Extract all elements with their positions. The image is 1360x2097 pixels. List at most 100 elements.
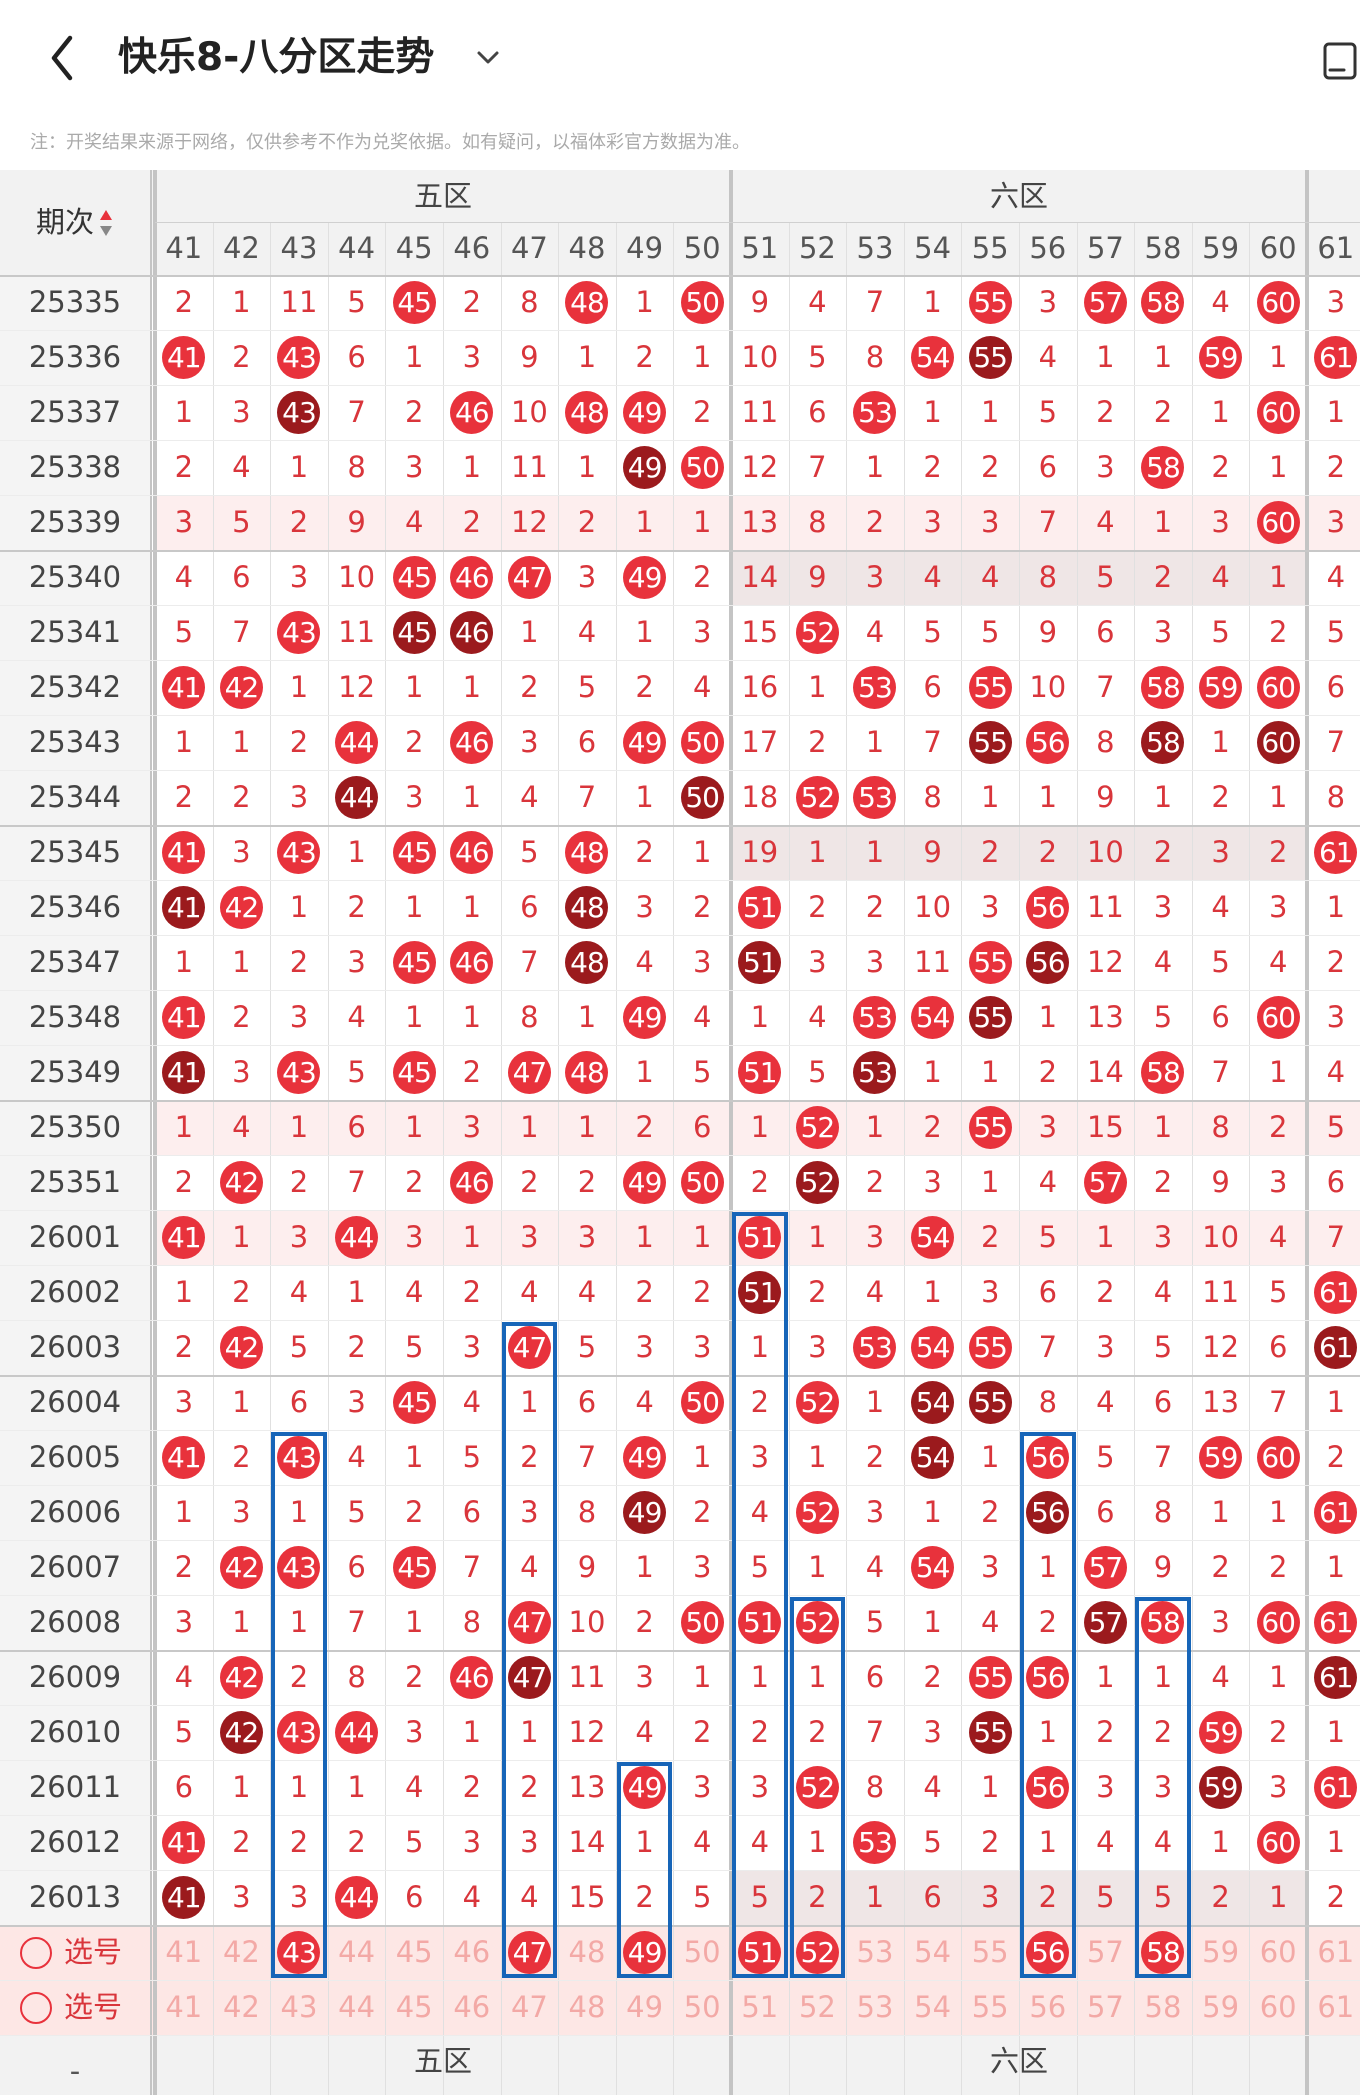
- select-number[interactable]: 55: [971, 1990, 1009, 2024]
- select-number[interactable]: 51: [731, 1925, 789, 1980]
- selected-number-ball[interactable]: 56: [1026, 1931, 1070, 1974]
- table-cell: 2: [692, 890, 712, 924]
- table-cell: 5: [347, 1055, 366, 1089]
- grid-line-h: [0, 880, 1360, 881]
- radio-circle-icon[interactable]: [20, 1936, 52, 1969]
- select-number[interactable]: 49: [626, 1990, 664, 2024]
- grid-line-h: [0, 1210, 1360, 1211]
- table-cell: 11: [338, 615, 376, 649]
- select-number[interactable]: 61: [1317, 1990, 1355, 2024]
- select-number[interactable]: 57: [1086, 1935, 1124, 1969]
- select-number[interactable]: 53: [856, 1990, 894, 2024]
- page-title[interactable]: 快乐8-八分区走势: [118, 35, 435, 80]
- select-number[interactable]: 59: [1202, 1935, 1240, 1969]
- select-label[interactable]: 选号: [0, 1925, 150, 1980]
- select-number[interactable]: 41: [165, 1935, 203, 1969]
- select-number[interactable]: 58: [1134, 1925, 1192, 1980]
- select-number[interactable]: 44: [338, 1990, 376, 2024]
- table-cell: 3: [1268, 890, 1288, 924]
- select-number[interactable]: 44: [338, 1935, 376, 1969]
- select-number[interactable]: 56: [1029, 1990, 1067, 2024]
- table-cell: 55: [961, 1705, 1019, 1760]
- table-cell: 4: [1211, 285, 1230, 319]
- grid-line-h: [0, 825, 1360, 827]
- period-cell: 25348: [28, 1000, 122, 1034]
- chevron-left-icon[interactable]: [42, 28, 82, 88]
- grid-line-h: [0, 1485, 1360, 1486]
- select-number[interactable]: 52: [798, 1990, 836, 2024]
- select-number[interactable]: 45: [395, 1935, 433, 1969]
- selected-number-ball[interactable]: 43: [277, 1931, 321, 1974]
- drawn-number-ball: 53: [853, 391, 897, 434]
- select-number[interactable]: 50: [683, 1990, 721, 2024]
- drawn-number-ball: 57: [1083, 281, 1127, 324]
- table-cell: 2: [808, 725, 827, 759]
- select-number[interactable]: 46: [453, 1935, 491, 1969]
- table-cell: 6: [404, 1880, 424, 1914]
- table-cell: 1: [1211, 395, 1230, 429]
- chevron-down-icon[interactable]: [474, 44, 502, 72]
- table-cell: 52: [789, 1155, 847, 1210]
- select-number[interactable]: 50: [683, 1935, 721, 1969]
- drawn-number-ball: 49: [623, 1161, 667, 1204]
- drawn-number-ball: 45: [392, 831, 436, 874]
- selected-number-ball[interactable]: 47: [507, 1931, 551, 1974]
- table-cell: 3: [980, 1880, 1000, 1914]
- table-cell: 1: [232, 1385, 251, 1419]
- select-label[interactable]: 选号: [0, 1980, 150, 2035]
- radio-circle-icon[interactable]: [20, 1991, 52, 2024]
- selected-number-ball[interactable]: 52: [795, 1931, 839, 1974]
- drawn-number-ball: 58: [1141, 666, 1185, 709]
- mini-window-icon[interactable]: [1322, 40, 1360, 84]
- select-number[interactable]: 45: [395, 1990, 433, 2024]
- select-number[interactable]: 60: [1259, 1990, 1297, 2024]
- select-number[interactable]: 55: [971, 1935, 1009, 1969]
- selected-number-ball[interactable]: 49: [623, 1931, 667, 1974]
- selected-number-ball[interactable]: 58: [1141, 1931, 1185, 1974]
- select-number[interactable]: 60: [1259, 1935, 1297, 1969]
- table-cell: 48: [558, 275, 616, 330]
- select-number[interactable]: 57: [1086, 1990, 1124, 2024]
- select-number[interactable]: 48: [568, 1990, 606, 2024]
- drawn-number-ball: 54: [911, 336, 955, 379]
- period-cell: 25351: [28, 1165, 122, 1199]
- selected-number-ball[interactable]: 51: [738, 1931, 782, 1974]
- select-number[interactable]: 58: [1144, 1990, 1182, 2024]
- select-number[interactable]: 43: [270, 1925, 328, 1980]
- table-cell: 4: [1211, 560, 1230, 594]
- select-number[interactable]: 49: [616, 1925, 674, 1980]
- select-number[interactable]: 48: [568, 1935, 606, 1969]
- select-number[interactable]: 43: [280, 1990, 318, 2024]
- select-number[interactable]: 59: [1202, 1990, 1240, 2024]
- table-cell: 1: [462, 1220, 482, 1254]
- table-cell: 9: [520, 340, 539, 374]
- table-cell: 55: [961, 660, 1019, 715]
- table-cell: 3: [750, 1440, 770, 1474]
- select-number[interactable]: 47: [510, 1990, 548, 2024]
- drawn-number-ball: 58: [1141, 1601, 1185, 1644]
- table-cell: 60: [1249, 1815, 1307, 1870]
- column-header: 53: [856, 231, 894, 265]
- table-cell: 13: [741, 505, 779, 539]
- period-header[interactable]: 期次: [0, 170, 150, 275]
- select-number[interactable]: 51: [741, 1990, 779, 2024]
- table-cell: 3: [635, 1330, 654, 1364]
- select-number[interactable]: 46: [453, 1990, 491, 2024]
- select-number[interactable]: 42: [222, 1990, 260, 2024]
- table-cell: 45: [385, 605, 443, 660]
- drawn-number-ball: 52: [795, 1106, 839, 1149]
- select-number[interactable]: 61: [1317, 1935, 1355, 1969]
- select-number[interactable]: 42: [222, 1935, 260, 1969]
- grid-line-h: [0, 495, 1360, 496]
- select-number[interactable]: 56: [1019, 1925, 1077, 1980]
- grid-line-v: [673, 222, 675, 2095]
- select-number[interactable]: 47: [501, 1925, 559, 1980]
- select-number[interactable]: 54: [914, 1990, 952, 2024]
- select-number[interactable]: 52: [789, 1925, 847, 1980]
- table-cell: 8: [520, 285, 539, 319]
- table-cell: 3: [865, 1495, 885, 1529]
- select-number[interactable]: 41: [165, 1990, 203, 2024]
- sort-arrows-icon[interactable]: [98, 208, 114, 238]
- select-number[interactable]: 54: [914, 1935, 952, 1969]
- select-number[interactable]: 53: [856, 1935, 894, 1969]
